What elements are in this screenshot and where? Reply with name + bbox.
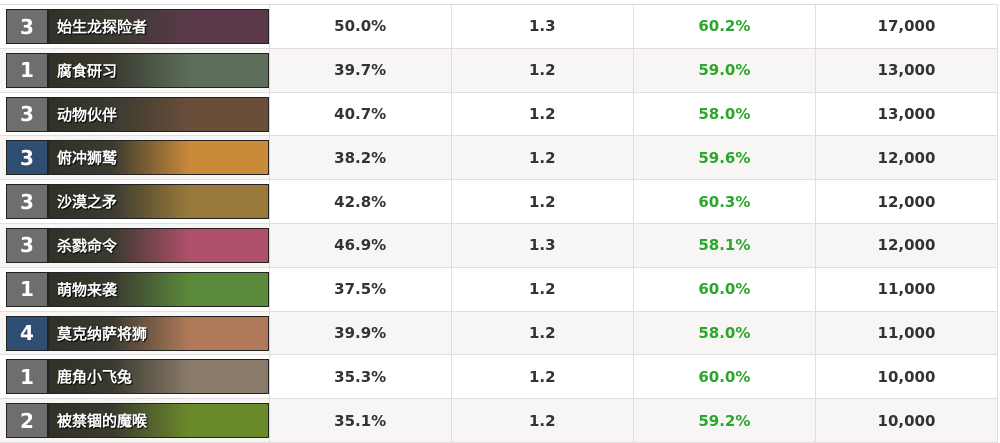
avg-copies: 1.2 — [452, 311, 634, 355]
mana-cost: 1 — [7, 360, 49, 394]
deck-winrate: 60.2% — [634, 5, 816, 48]
card-tile[interactable]: 2 被禁锢的魔喉 — [6, 403, 269, 439]
deck-winrate: 58.0% — [634, 311, 816, 355]
mana-cost: 3 — [7, 97, 49, 131]
card-name: 腐食研习 — [57, 61, 118, 80]
card-name: 动物伙伴 — [57, 105, 118, 124]
mana-cost: 1 — [7, 272, 49, 306]
table-row: 3 动物伙伴 40.7% 1.2 58.0% 13,000 — [0, 92, 999, 137]
card-cell: 3 俯冲狮鹫 — [0, 136, 270, 180]
table-row: 3 沙漠之矛 42.8% 1.2 60.3% 12,000 — [0, 180, 999, 224]
card-cell: 1 鹿角小飞兔 — [0, 355, 270, 399]
avg-copies: 1.2 — [452, 399, 634, 442]
card-name: 鹿角小飞兔 — [57, 368, 133, 387]
avg-copies: 1.2 — [452, 136, 634, 180]
card-cell: 4 莫克纳萨将狮 — [0, 311, 270, 355]
games: 13,000 — [816, 92, 999, 136]
deck-winrate: 60.0% — [634, 267, 816, 311]
card-cell: 2 被禁锢的魔喉 — [0, 399, 270, 442]
games: 11,000 — [816, 267, 999, 311]
games: 10,000 — [816, 355, 999, 399]
avg-copies: 1.2 — [452, 267, 634, 311]
avg-copies: 1.2 — [452, 92, 634, 136]
games: 17,000 — [816, 5, 999, 48]
mana-cost: 3 — [7, 141, 49, 175]
card-tile[interactable]: 1 腐食研习 — [6, 52, 269, 88]
deck-winrate: 58.0% — [634, 92, 816, 136]
deck-winrate: 58.1% — [634, 223, 816, 267]
card-tile[interactable]: 1 萌物来袭 — [6, 271, 269, 307]
games: 12,000 — [816, 136, 999, 180]
played-winrate: 38.2% — [270, 136, 452, 180]
played-winrate: 37.5% — [270, 267, 452, 311]
played-winrate: 39.7% — [270, 48, 452, 92]
card-cell: 1 腐食研习 — [0, 48, 270, 92]
table-row: 4 莫克纳萨将狮 39.9% 1.2 58.0% 11,000 — [0, 311, 999, 356]
avg-copies: 1.2 — [452, 180, 634, 223]
card-cell: 3 杀戮命令 — [0, 223, 270, 267]
mana-cost: 1 — [7, 53, 49, 87]
deck-winrate: 59.0% — [634, 48, 816, 92]
games: 12,000 — [816, 180, 999, 223]
table-row: 2 被禁锢的魔喉 35.1% 1.2 59.2% 10,000 — [0, 399, 999, 443]
table-row: 1 萌物来袭 37.5% 1.2 60.0% 11,000 — [0, 267, 999, 312]
avg-copies: 1.2 — [452, 48, 634, 92]
card-name: 沙漠之矛 — [57, 193, 118, 212]
avg-copies: 1.3 — [452, 223, 634, 267]
card-table: 3 始生龙探险者 50.0% 1.3 60.2% 17,000 1 腐食研习 39.7% 1.2 5… — [0, 4, 999, 443]
card-tile[interactable]: 1 鹿角小飞兔 — [6, 359, 269, 395]
card-name: 被禁锢的魔喉 — [57, 412, 148, 431]
table-row: 3 俯冲狮鹫 38.2% 1.2 59.6% 12,000 — [0, 136, 999, 181]
deck-winrate: 60.3% — [634, 180, 816, 223]
played-winrate: 35.1% — [270, 399, 452, 442]
card-cell: 3 始生龙探险者 — [0, 5, 270, 48]
card-tile[interactable]: 3 杀戮命令 — [6, 227, 269, 263]
card-cell: 3 动物伙伴 — [0, 92, 270, 136]
card-name: 始生龙探险者 — [57, 18, 148, 36]
card-name: 萌物来袭 — [57, 280, 118, 299]
card-tile[interactable]: 4 莫克纳萨将狮 — [6, 315, 269, 351]
played-winrate: 35.3% — [270, 355, 452, 399]
deck-winrate: 59.6% — [634, 136, 816, 180]
avg-copies: 1.2 — [452, 355, 634, 399]
avg-copies: 1.3 — [452, 5, 634, 48]
games: 13,000 — [816, 48, 999, 92]
table-row: 3 杀戮命令 46.9% 1.3 58.1% 12,000 — [0, 223, 999, 268]
games: 10,000 — [816, 399, 999, 442]
card-name: 杀戮命令 — [57, 236, 118, 255]
card-name: 莫克纳萨将狮 — [57, 324, 148, 343]
deck-winrate: 60.0% — [634, 355, 816, 399]
card-tile[interactable]: 3 俯冲狮鹫 — [6, 140, 269, 176]
card-cell: 3 沙漠之矛 — [0, 180, 270, 223]
card-tile[interactable]: 3 沙漠之矛 — [6, 184, 269, 220]
card-cell: 1 萌物来袭 — [0, 267, 270, 311]
played-winrate: 50.0% — [270, 5, 452, 48]
deck-winrate: 59.2% — [634, 399, 816, 442]
mana-cost: 3 — [7, 185, 49, 219]
table-row: 3 始生龙探险者 50.0% 1.3 60.2% 17,000 — [0, 5, 999, 49]
table-row: 1 腐食研习 39.7% 1.2 59.0% 13,000 — [0, 48, 999, 93]
card-tile[interactable]: 3 动物伙伴 — [6, 96, 269, 132]
played-winrate: 42.8% — [270, 180, 452, 223]
mana-cost: 3 — [7, 228, 49, 262]
mana-cost: 2 — [7, 404, 49, 438]
card-tile[interactable]: 3 始生龙探险者 — [6, 9, 269, 44]
card-name: 俯冲狮鹫 — [57, 149, 118, 168]
table-row: 1 鹿角小飞兔 35.3% 1.2 60.0% 10,000 — [0, 355, 999, 400]
played-winrate: 46.9% — [270, 223, 452, 267]
mana-cost: 3 — [7, 10, 49, 43]
played-winrate: 40.7% — [270, 92, 452, 136]
games: 11,000 — [816, 311, 999, 355]
games: 12,000 — [816, 223, 999, 267]
played-winrate: 39.9% — [270, 311, 452, 355]
mana-cost: 4 — [7, 316, 49, 350]
